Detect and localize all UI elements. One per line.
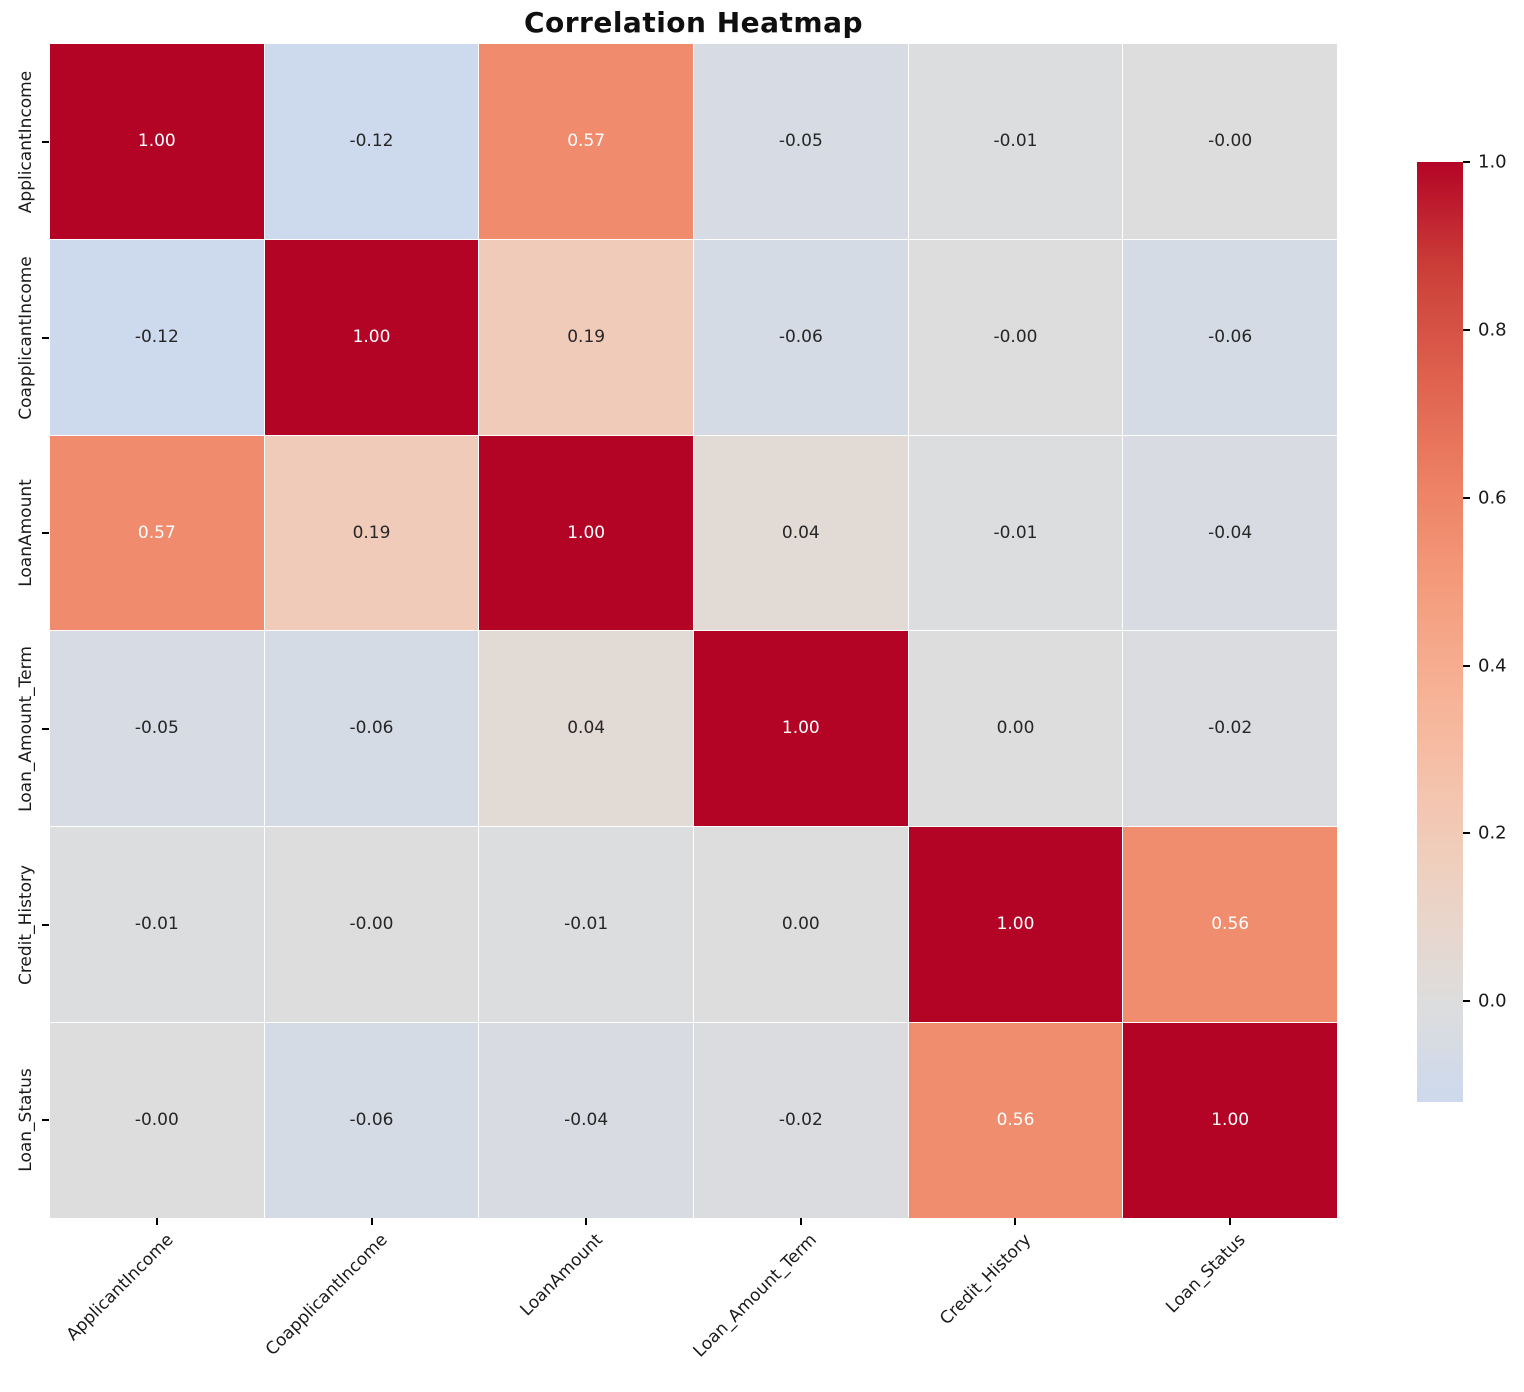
x-axis-label: LoanAmount [516,1230,607,1321]
colorbar-tick [1463,832,1470,835]
colorbar: 1.0 0.8 0.6 0.4 0.2 0.0 [1417,152,1507,1102]
colorbar-tick [1463,664,1470,667]
colorbar-tick [1463,328,1470,331]
colorbar-tick [1463,161,1470,163]
x-axis-label: Loan_Amount_Term [689,1230,821,1362]
heatmap-cell: -0.00 [908,239,1123,435]
colorbar-tick-label: 0.2 [1478,822,1507,844]
heatmap-cell: -0.00 [1123,44,1337,239]
colorbar-tick [1463,496,1470,499]
heatmap-cell: -0.01 [50,827,264,1023]
heatmap-cell: 1.00 [50,44,264,239]
y-axis-label: Loan_Status [16,1068,36,1172]
colorbar-tick-label: 0.0 [1478,990,1507,1012]
heatmap-cell: 0.04 [479,631,693,827]
heatmap-cell: -0.04 [479,1023,693,1218]
heatmap-cell: 0.00 [694,827,908,1023]
x-axis-tick [156,1218,159,1225]
heatmap-cell: 1.00 [694,631,908,827]
heatmap-cell: -0.00 [50,1023,264,1218]
heatmap-cell: 0.19 [479,239,693,435]
chart-title: Correlation Heatmap [523,6,864,39]
y-axis-label: CoapplicantIncome [16,255,36,420]
heatmap-cell: 1.00 [1123,1023,1337,1218]
heatmap-cell: -0.01 [908,435,1123,631]
y-axis-label: ApplicantIncome [16,70,36,214]
heatmap-cell: -0.12 [264,44,479,239]
colorbar-tick [1463,1000,1470,1003]
x-axis-tick [1228,1218,1231,1225]
x-axis-tick [799,1218,802,1225]
heatmap-cell: 0.57 [50,435,264,631]
heatmap-cell: -0.02 [694,1023,908,1218]
heatmap-cell: -0.01 [908,44,1123,239]
y-axis-tick [42,727,49,730]
heatmap-cell: -0.05 [694,44,908,239]
y-axis-tick [42,1119,49,1122]
x-axis-tick [1014,1218,1017,1225]
heatmap-cell: -0.06 [694,239,908,435]
y-axis-tick [42,923,49,926]
x-axis-label: Credit_History [936,1230,1036,1330]
y-axis-tick [42,532,49,535]
colorbar-tick-label: 0.8 [1478,319,1507,341]
x-axis-label: Loan_Status [1162,1230,1250,1318]
colorbar-tick-label: 0.4 [1478,655,1507,677]
x-axis-tick [370,1218,373,1225]
y-axis-tick [42,336,49,339]
heatmap-cell: 0.04 [694,435,908,631]
heatmap-cell: 0.56 [1123,827,1337,1023]
x-axis-tick [585,1218,588,1225]
heatmap-cell: -0.06 [1123,239,1337,435]
colorbar-tick-label: 1.0 [1478,151,1507,173]
heatmap-cell: 1.00 [908,827,1123,1023]
heatmap-cell: -0.02 [1123,631,1337,827]
heatmap-cell: -0.12 [50,239,264,435]
heatmap-cell: 1.00 [264,239,479,435]
heatmap-cell: -0.06 [264,1023,479,1218]
heatmap-cell: -0.01 [479,827,693,1023]
heatmap-cell: 0.19 [264,435,479,631]
colorbar-gradient [1417,162,1463,1102]
heatmap-cell: 0.00 [908,631,1123,827]
heatmap-cell: -0.04 [1123,435,1337,631]
heatmap-cell: -0.05 [50,631,264,827]
y-axis-tick [42,140,49,143]
heatmap-grid: 1.00 -0.12 0.57 -0.05 -0.01 -0.00 -0.12 1.00 0.1… [50,44,1337,1218]
heatmap-cell: -0.00 [264,827,479,1023]
y-axis-label: Loan_Amount_Term [16,645,36,812]
heatmap-cell: 0.56 [908,1023,1123,1218]
heatmap-cell: 1.00 [479,435,693,631]
colorbar-tick-label: 0.6 [1478,487,1507,509]
heatmap-cell: -0.06 [264,631,479,827]
y-axis-label: LoanAmount [16,479,36,587]
x-axis-label: CoapplicantIncome [262,1230,392,1360]
heatmap-cell: 0.57 [479,44,693,239]
y-axis-label: Credit_History [16,864,36,985]
x-axis-label: ApplicantIncome [62,1230,178,1345]
